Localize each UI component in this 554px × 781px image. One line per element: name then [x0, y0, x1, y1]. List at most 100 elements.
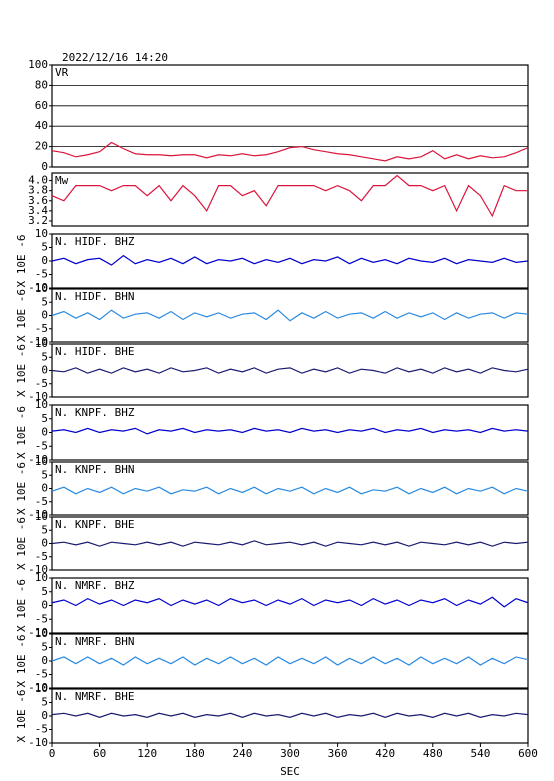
y-tick-label: 10 — [35, 282, 48, 295]
y-tick-label: 5 — [41, 412, 48, 425]
y-tick-label: 0 — [41, 364, 48, 377]
y-tick-label: 3.4 — [28, 204, 48, 217]
series-label: VR — [55, 66, 69, 79]
chart-title: 2022/12/16 14:20 — [62, 51, 168, 64]
y-tick-label: 3.6 — [28, 194, 48, 207]
panel-frame — [51, 172, 529, 227]
y-tick-label: -5 — [35, 322, 48, 335]
y-tick-label: 5 — [41, 523, 48, 536]
series-line — [51, 174, 528, 218]
y-tick-label: 10 — [35, 571, 48, 584]
series-label: N. NMRF. BHZ — [55, 579, 135, 592]
y-tick-label: 20 — [35, 140, 48, 153]
y-tick-label: 0 — [41, 654, 48, 667]
y-tick-label: 100 — [28, 58, 48, 71]
y-axis-label: X 10E -6 — [15, 635, 28, 688]
y-tick-label: 0 — [41, 537, 48, 550]
y-tick-label: -5 — [35, 612, 48, 625]
y-tick-label: 5 — [41, 295, 48, 308]
series-line — [51, 427, 529, 435]
y-tick-label: 10 — [35, 510, 48, 523]
panel-frame — [51, 64, 529, 168]
y-axis-label: X 10E -6 — [15, 235, 28, 288]
y-tick-label: 80 — [35, 78, 48, 91]
series-line — [51, 486, 529, 495]
y-tick-label: -5 — [35, 495, 48, 508]
y-axis-label: X 10E -6 — [15, 289, 28, 342]
y-tick-label: 0 — [41, 160, 48, 173]
y-tick-label: -5 — [35, 439, 48, 452]
series-line — [51, 141, 529, 162]
series-line — [51, 254, 529, 266]
x-tick-label: 480 — [423, 747, 443, 760]
y-tick-label: -10 — [28, 681, 48, 694]
y-tick-label: -10 — [28, 563, 48, 576]
y-axis-label: X 10E -6 — [15, 579, 28, 632]
y-tick-label: -10 — [28, 335, 48, 348]
series-label: N. NMRF. BHE — [55, 690, 134, 703]
y-tick-label: -5 — [35, 377, 48, 390]
y-axis-label: X 10E -6 — [15, 344, 28, 397]
y-tick-label: 10 — [35, 627, 48, 640]
y-tick-label: 60 — [35, 99, 48, 112]
y-tick-label: 5 — [41, 696, 48, 709]
x-tick-label: 420 — [375, 747, 395, 760]
y-tick-label: -10 — [28, 736, 48, 749]
x-tick-label: 600 — [518, 747, 538, 760]
x-tick-label: 300 — [280, 747, 300, 760]
y-tick-label: -5 — [35, 668, 48, 681]
y-tick-label: 5 — [41, 241, 48, 254]
series-label: N. KNPF. BHE — [55, 518, 134, 531]
y-tick-label: 5 — [41, 468, 48, 481]
y-axis-label: X 10E -6 — [15, 406, 28, 459]
x-tick-label: 60 — [93, 747, 106, 760]
y-axis-label: X 10E -6 — [15, 462, 28, 515]
y-tick-label: 10 — [35, 682, 48, 695]
y-axis-label: X 10E -6 — [15, 517, 28, 570]
x-tick-label: 0 — [49, 747, 56, 760]
y-axis-label: X 10E -6 — [15, 690, 28, 743]
y-tick-label: -10 — [28, 453, 48, 466]
y-tick-label: -5 — [35, 268, 48, 281]
y-tick-label: 0 — [41, 482, 48, 495]
y-tick-label: 0 — [41, 254, 48, 267]
series-line — [51, 712, 529, 718]
series-label: N. HIDF. BHE — [55, 345, 134, 358]
y-tick-label: 10 — [35, 398, 48, 411]
y-tick-label: 10 — [35, 455, 48, 468]
y-tick-label: 4.0 — [28, 174, 48, 187]
y-tick-label: 40 — [35, 119, 48, 132]
series-label: N. HIDF. BHZ — [55, 235, 135, 248]
y-tick-label: -10 — [28, 508, 48, 521]
series-label: N. HIDF. BHN — [55, 290, 134, 303]
y-tick-label: -5 — [35, 550, 48, 563]
y-tick-label: 5 — [41, 350, 48, 363]
series-label: N. KNPF. BHZ — [55, 406, 135, 419]
y-tick-label: 0 — [41, 709, 48, 722]
x-tick-label: 180 — [185, 747, 205, 760]
series-label: Mw — [55, 174, 69, 187]
y-tick-label: 10 — [35, 227, 48, 240]
y-tick-label: -10 — [28, 281, 48, 294]
y-tick-label: -5 — [35, 723, 48, 736]
y-tick-label: 3.8 — [28, 184, 48, 197]
x-tick-label: 240 — [232, 747, 252, 760]
series-line — [51, 596, 529, 608]
series-line — [51, 367, 529, 374]
x-axis-label: SEC — [280, 765, 300, 778]
y-tick-label: 0 — [41, 309, 48, 322]
series-label: N. KNPF. BHN — [55, 463, 134, 476]
x-tick-label: 540 — [470, 747, 490, 760]
series-line — [51, 656, 529, 666]
y-tick-label: 10 — [35, 337, 48, 350]
x-tick-label: 120 — [137, 747, 157, 760]
y-tick-label: -10 — [28, 626, 48, 639]
y-tick-label: 0 — [41, 426, 48, 439]
series-line — [51, 309, 529, 322]
y-tick-label: 0 — [41, 599, 48, 612]
y-tick-label: 5 — [41, 585, 48, 598]
series-label: N. NMRF. BHN — [55, 635, 134, 648]
x-tick-label: 360 — [328, 747, 348, 760]
y-tick-label: 3.2 — [28, 214, 48, 227]
